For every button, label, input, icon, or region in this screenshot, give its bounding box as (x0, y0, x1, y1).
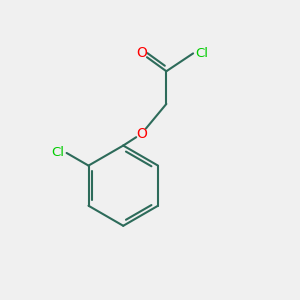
Text: Cl: Cl (196, 47, 208, 60)
Text: O: O (136, 46, 147, 60)
Text: Cl: Cl (51, 146, 64, 160)
Text: O: O (136, 127, 147, 141)
